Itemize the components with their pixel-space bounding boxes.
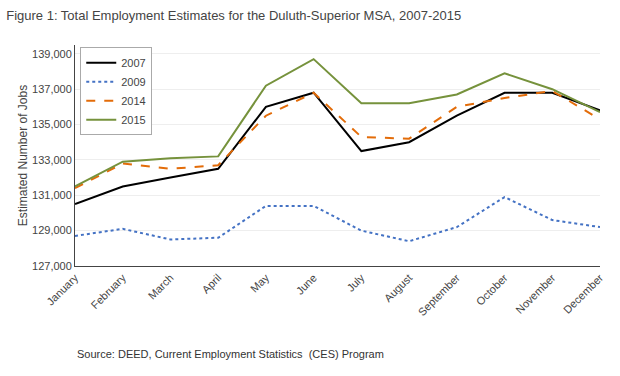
svg-text:June: June xyxy=(294,272,319,297)
svg-text:February: February xyxy=(88,271,128,311)
svg-text:Figure 1: Total Employment Est: Figure 1: Total Employment Estimates for… xyxy=(6,8,461,23)
svg-text:135,000: 135,000 xyxy=(32,118,72,130)
svg-text:March: March xyxy=(146,272,176,302)
svg-text:2007: 2007 xyxy=(121,57,145,69)
svg-text:133,000: 133,000 xyxy=(32,154,72,166)
svg-text:August: August xyxy=(382,272,415,305)
svg-text:2009: 2009 xyxy=(121,76,145,88)
svg-text:129,000: 129,000 xyxy=(32,224,72,236)
svg-text:January: January xyxy=(44,271,81,308)
svg-text:April: April xyxy=(199,272,223,296)
svg-text:December: December xyxy=(561,271,606,316)
svg-text:October: October xyxy=(474,271,510,307)
svg-text:2015: 2015 xyxy=(121,114,145,126)
svg-text:137,000: 137,000 xyxy=(32,83,72,95)
svg-text:Source: DEED, Current Employme: Source: DEED, Current Employment Statist… xyxy=(77,348,384,360)
svg-text:Estimated Number of Jobs: Estimated Number of Jobs xyxy=(16,85,30,226)
svg-text:July: July xyxy=(344,271,367,294)
svg-text:September: September xyxy=(416,271,463,318)
svg-text:2014: 2014 xyxy=(121,95,145,107)
svg-text:November: November xyxy=(513,271,558,316)
svg-text:131,000: 131,000 xyxy=(32,189,72,201)
svg-text:127,000: 127,000 xyxy=(32,260,72,272)
svg-text:May: May xyxy=(248,271,272,295)
svg-text:139,000: 139,000 xyxy=(32,48,72,60)
